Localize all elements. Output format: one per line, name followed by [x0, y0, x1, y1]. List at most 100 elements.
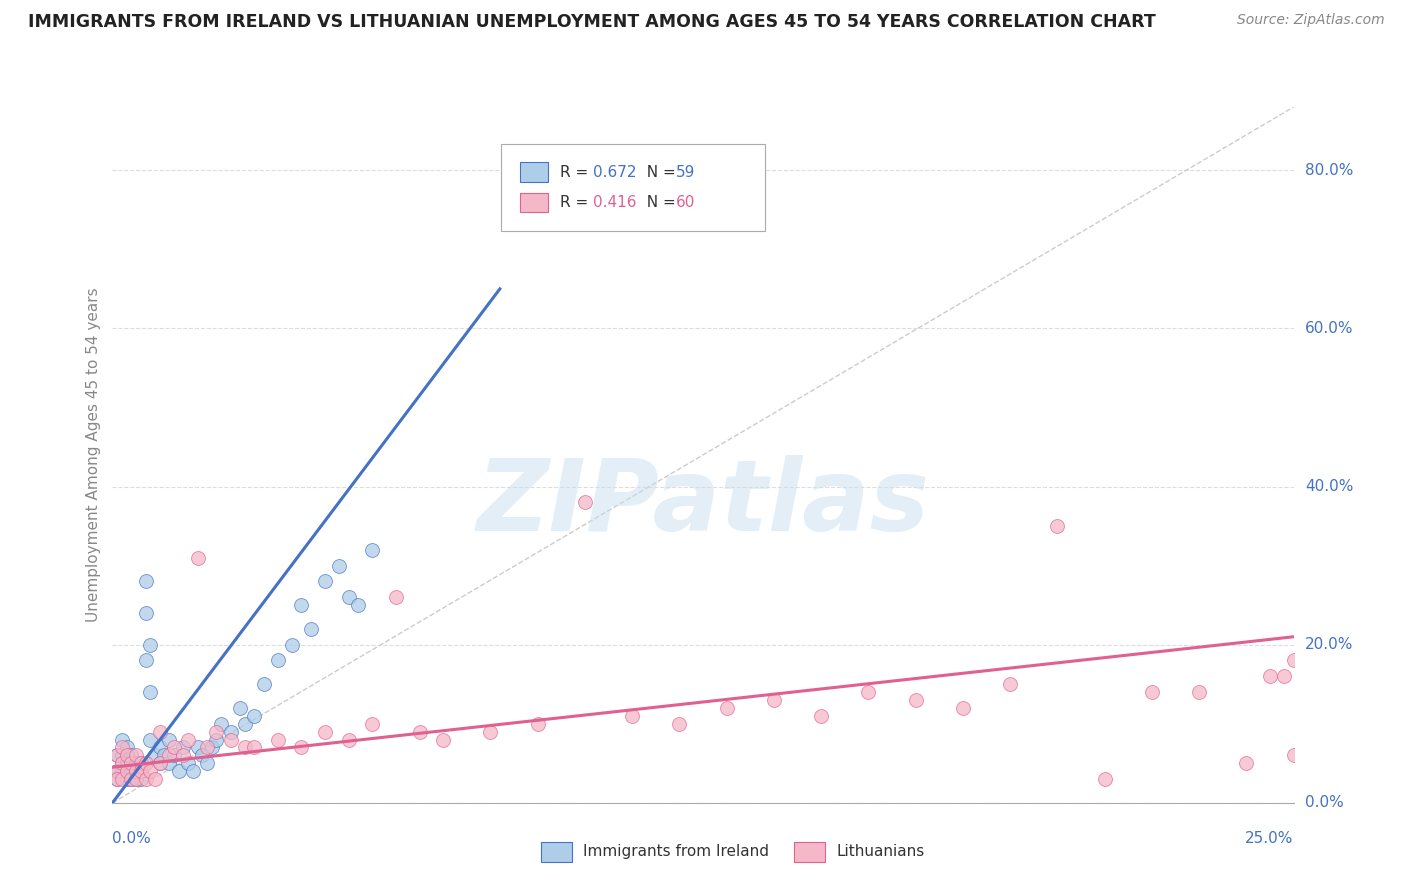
Point — [1094, 772, 1116, 786]
Point — [762, 693, 785, 707]
Text: R =: R = — [560, 165, 593, 179]
Point — [157, 732, 180, 747]
Point — [125, 756, 148, 771]
Point — [1272, 669, 1295, 683]
Point — [243, 708, 266, 723]
Point — [135, 772, 157, 786]
Point — [186, 740, 208, 755]
Point — [219, 732, 242, 747]
Point — [111, 772, 134, 786]
Text: 0.0%: 0.0% — [1305, 796, 1344, 810]
Point — [163, 740, 186, 755]
Point — [952, 701, 974, 715]
Y-axis label: Unemployment Among Ages 45 to 54 years: Unemployment Among Ages 45 to 54 years — [86, 287, 101, 623]
Point — [129, 772, 152, 786]
Point — [998, 677, 1021, 691]
Point — [120, 756, 142, 771]
Point — [314, 724, 336, 739]
Point — [1234, 756, 1257, 771]
Point — [125, 748, 148, 763]
Point — [290, 598, 312, 612]
Point — [105, 764, 128, 779]
Point — [111, 748, 134, 763]
Text: 20.0%: 20.0% — [1305, 637, 1354, 652]
Point — [135, 606, 157, 620]
Point — [125, 764, 148, 779]
Point — [314, 574, 336, 589]
Point — [111, 756, 134, 771]
Point — [139, 732, 162, 747]
Point — [143, 748, 166, 763]
Point — [135, 756, 157, 771]
Point — [115, 764, 138, 779]
Point — [716, 701, 738, 715]
Point — [120, 764, 142, 779]
Point — [361, 716, 384, 731]
Point — [105, 748, 128, 763]
Point — [172, 740, 194, 755]
Point — [233, 716, 256, 731]
Point — [105, 748, 128, 763]
Text: 0.0%: 0.0% — [112, 830, 152, 846]
Point — [205, 724, 228, 739]
Point — [177, 732, 200, 747]
Point — [125, 764, 148, 779]
Text: Lithuanians: Lithuanians — [837, 845, 925, 859]
Point — [135, 653, 157, 667]
Point — [205, 732, 228, 747]
Point — [267, 732, 290, 747]
Point — [157, 756, 180, 771]
Point — [347, 598, 370, 612]
Point — [201, 740, 224, 755]
Point — [115, 748, 138, 763]
Point — [385, 591, 408, 605]
Point — [139, 764, 162, 779]
Point — [177, 756, 200, 771]
Point — [186, 550, 208, 565]
Point — [1046, 519, 1069, 533]
Point — [621, 708, 644, 723]
Point — [233, 740, 256, 755]
Point — [111, 764, 134, 779]
Point — [337, 732, 360, 747]
Point — [125, 772, 148, 786]
Point — [432, 732, 454, 747]
Point — [115, 740, 138, 755]
Text: IMMIGRANTS FROM IRELAND VS LITHUANIAN UNEMPLOYMENT AMONG AGES 45 TO 54 YEARS COR: IMMIGRANTS FROM IRELAND VS LITHUANIAN UN… — [28, 13, 1156, 31]
Point — [111, 740, 134, 755]
Point — [181, 764, 204, 779]
Point — [574, 495, 596, 509]
Point — [810, 708, 832, 723]
Point — [408, 724, 430, 739]
Point — [149, 756, 172, 771]
Point — [163, 748, 186, 763]
Point — [299, 622, 322, 636]
Point — [153, 748, 176, 763]
Point — [229, 701, 252, 715]
Point — [858, 685, 880, 699]
Text: 59: 59 — [676, 165, 696, 179]
Text: ZIPatlas: ZIPatlas — [477, 455, 929, 552]
Point — [195, 756, 218, 771]
Point — [120, 772, 142, 786]
Point — [253, 677, 276, 691]
Point — [120, 772, 142, 786]
Point — [195, 740, 218, 755]
Text: 25.0%: 25.0% — [1246, 830, 1294, 846]
Point — [149, 724, 172, 739]
Point — [139, 638, 162, 652]
Point — [267, 653, 290, 667]
Point — [105, 772, 128, 786]
Point — [115, 748, 138, 763]
Point — [157, 748, 180, 763]
Point — [290, 740, 312, 755]
Point — [129, 764, 152, 779]
Point — [172, 748, 194, 763]
Point — [115, 772, 138, 786]
Point — [129, 756, 152, 771]
Point — [328, 558, 350, 573]
Point — [105, 772, 128, 786]
Point — [337, 591, 360, 605]
Point — [129, 756, 152, 771]
Point — [115, 764, 138, 779]
